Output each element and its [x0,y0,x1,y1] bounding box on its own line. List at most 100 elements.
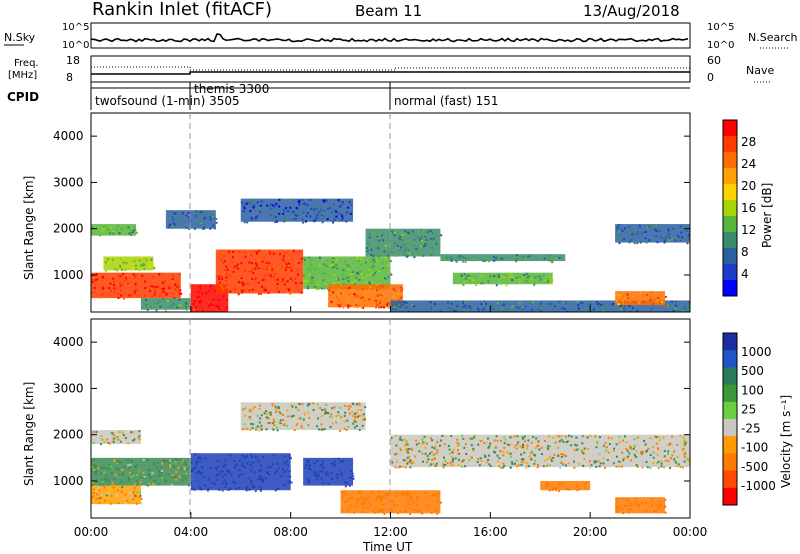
freq-tick-bottom: 8 [66,71,73,84]
nsearch-tick-bottom: 10^0 [707,40,734,51]
velocity-cbar-tick-5: -100 [741,441,768,455]
power-region-3 [140,298,193,312]
velocity-region-0 [91,430,141,446]
velocity-region-3 [190,453,293,493]
velocity-colorbar: 1000 500 100 25 -25 -100 -500 -1000 [723,333,776,506]
velocity-cbar-swatch-4 [723,401,737,420]
velocity-cbar-tick-0: 1000 [741,345,772,359]
velocity-cbar-tick-2: 100 [741,383,764,397]
power-ytick-label-1: 3000 [53,175,84,189]
velocity-cbar-swatch-0 [723,333,737,351]
velocity-yticks: 4000 3000 2000 1000 [53,335,690,488]
x-tick-label-2: 08:00 [273,525,308,539]
power-cbar-swatch-10 [723,280,737,297]
power-cbar-tick-2: 20 [741,179,756,193]
power-cbar-label: Power [dB] [760,183,774,248]
velocity-cbar-tick-1: 500 [741,364,764,378]
x-tick-label-6: 00:00 [673,525,708,539]
velocity-cbar-tick-3: 25 [741,402,756,416]
velocity-region-6 [340,490,442,516]
power-colorbar: 28 24 20 16 12 8 4 [723,120,756,297]
power-yticks: 4000 3000 2000 1000 [53,129,690,282]
x-tick-label-3: 12:00 [373,525,408,539]
power-cbar-swatch-7 [723,232,737,249]
power-region-8 [303,256,393,291]
x-tick-label-4: 16:00 [473,525,508,539]
velocity-region-8 [540,480,591,493]
nsky-panel [90,22,691,49]
power-cbar-swatch-4 [723,184,737,201]
velocity-cbar-swatch-1 [723,350,737,368]
power-region-0 [91,224,138,237]
power-region-4 [190,284,229,312]
velocity-cbar-label: Velocity [m s⁻¹] [779,395,793,488]
x-axis-label: Time UT [362,540,413,554]
date-label: 13/Aug/2018 [583,2,680,20]
nsearch-tick-top: 10^5 [707,22,734,33]
freq-label: Freq. [14,58,39,69]
power-cbar-swatch-3 [723,168,737,185]
power-cbar-swatch-8 [723,248,737,265]
velocity-region-5 [303,457,355,488]
velocity-cbar-tick-7: -1000 [741,479,776,493]
velocity-ytick-label-2: 2000 [53,428,84,442]
power-region-15 [615,224,690,245]
velocity-cbar-swatch-3 [723,384,737,403]
power-region-5 [215,249,306,296]
cpid-segment-2: normal (fast) 151 [394,94,498,108]
velocity-cbar-swatch-2 [723,367,737,386]
velocity-cbar-swatch-8 [723,470,737,489]
cpid-label: CPID [7,90,39,104]
velocity-heatmap [91,402,690,516]
power-ytick-label-2: 2000 [53,222,84,236]
nsky-tick-bottom: 10^0 [62,40,89,51]
power-region-10 [365,228,443,259]
cpid-segment-0: twofsound (1-min) 3505 [95,94,240,108]
power-region-11 [440,254,566,264]
power-cbar-tick-1: 24 [741,157,756,171]
power-cbar-tick-6: 4 [741,267,749,281]
power-cbar-swatch-5 [723,200,737,217]
nave-trace [91,66,690,71]
power-cbar-tick-3: 16 [741,201,756,215]
freq-tick-top: 18 [66,54,80,67]
power-ylabel: Slant Range [km] [22,176,36,280]
power-cbar-tick-0: 28 [741,135,756,149]
power-region-1 [91,272,183,300]
power-cbar-swatch-6 [723,216,737,233]
power-region-9 [328,284,405,309]
x-axis-ticks: 00:00 04:00 08:00 12:00 16:00 20:00 00:00 [74,306,708,539]
velocity-cbar-swatch-7 [723,453,737,472]
power-region-12 [452,272,554,287]
power-cbar-swatch-2 [723,152,737,169]
power-region-14 [615,291,667,307]
beam-label: Beam 11 [355,2,422,20]
nsky-label: N.Sky [4,31,36,44]
station-title: Rankin Inlet (fitACF) [92,0,272,20]
velocity-ytick-label-1: 3000 [53,381,84,395]
velocity-ytick-label-3: 1000 [53,474,84,488]
nsky-tick-top: 10^5 [62,22,89,33]
velocity-region-2 [91,485,143,505]
cpid-segment-1: themis 3300 [194,82,269,96]
x-tick-label-1: 04:00 [174,525,209,539]
velocity-panel-frame [90,318,691,519]
velocity-cbar-swatch-9 [723,487,737,506]
power-cbar-swatch-1 [723,136,737,153]
freq-panel [90,55,691,83]
power-region-7 [240,198,354,224]
power-colorbar-frame [722,119,738,297]
velocity-ytick-label-0: 4000 [53,335,84,349]
power-cbar-swatch-9 [723,264,737,281]
power-ytick-label-0: 4000 [53,129,84,143]
freq-trace [91,71,690,75]
power-heatmap [91,198,690,312]
velocity-cbar-swatch-6 [723,436,737,454]
nsky-trace [91,33,689,43]
velocity-cbar-tick-4: -25 [741,422,761,436]
x-tick-label-5: 20:00 [573,525,608,539]
velocity-cbar-tick-6: -500 [741,460,768,474]
x-tick-label-0: 00:00 [74,525,109,539]
nave-tick-top: 60 [707,54,721,67]
